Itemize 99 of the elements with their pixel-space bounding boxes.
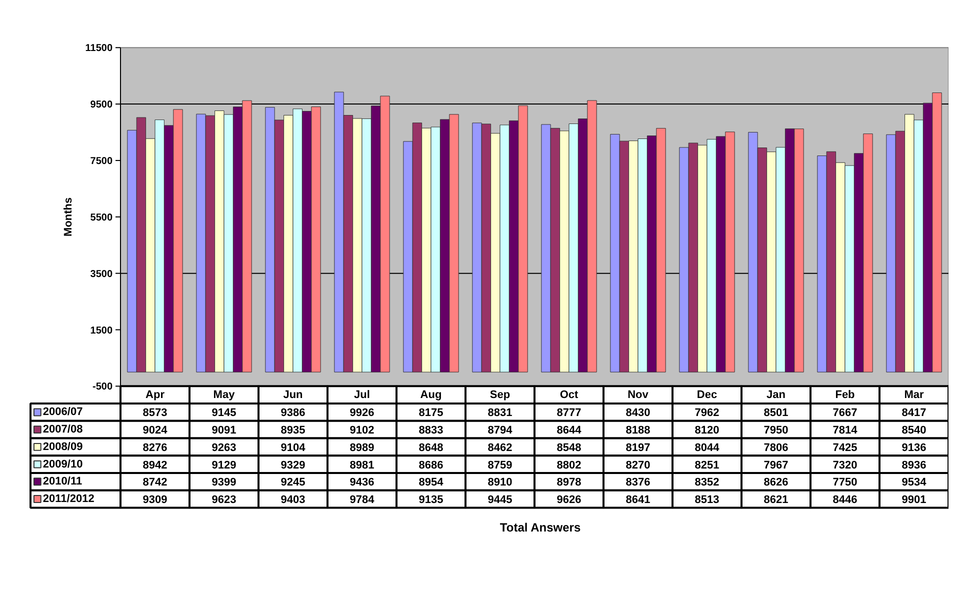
y-tick-label: -500: [92, 382, 113, 393]
x-tick-label: Feb: [835, 388, 856, 401]
data-label: 8942: [142, 459, 168, 472]
data-label: 8802: [556, 459, 582, 472]
data-label: 8989: [350, 442, 374, 454]
data-label: 8742: [142, 476, 168, 489]
data-label: 8936: [902, 459, 926, 472]
data-label: 7967: [764, 459, 788, 472]
data-label: 8794: [488, 424, 514, 437]
data-label: 8501: [764, 407, 788, 420]
data-label: 7667: [832, 407, 858, 420]
data-label: 8621: [764, 494, 788, 506]
legend-label: 2007/08: [42, 424, 83, 436]
data-label: 8446: [832, 494, 858, 506]
data-label: 9104: [280, 442, 306, 454]
data-label: 7750: [832, 476, 858, 489]
legend-label: 2009/10: [42, 458, 83, 470]
data-label: 8175: [418, 407, 444, 420]
legend-label: 2008/09: [42, 440, 83, 453]
x-tick-label: Aug: [420, 388, 442, 401]
data-label: 8188: [626, 424, 650, 437]
data-label: 8644: [556, 424, 582, 437]
y-tick-label: 9500: [90, 100, 113, 111]
y-tick-label: 11500: [85, 43, 113, 54]
data-label: 7320: [832, 459, 858, 472]
data-label: 9399: [212, 476, 236, 489]
data-label: 9901: [902, 494, 926, 506]
data-label: 8910: [488, 476, 512, 489]
data-label: 9534: [902, 476, 928, 489]
data-label: 7814: [832, 424, 858, 437]
data-label: 8044: [694, 442, 720, 454]
data-label: 9309: [142, 494, 168, 506]
data-label: 9329: [280, 459, 306, 472]
data-label: 9623: [212, 494, 236, 506]
data-label: 9386: [280, 407, 306, 420]
data-label: 9263: [212, 442, 236, 454]
data-label: 8573: [142, 407, 168, 420]
data-label: 9403: [280, 494, 306, 506]
x-tick-label: Nov: [628, 388, 650, 401]
x-tick-label: May: [213, 388, 236, 401]
data-label: 9626: [556, 494, 582, 506]
data-label: 8352: [694, 476, 720, 489]
x-tick-label: Jan: [766, 388, 786, 401]
data-label: 8935: [280, 424, 306, 437]
text: Total Answers: [500, 520, 581, 535]
x-tick-label: Jul: [354, 388, 370, 401]
y-tick-label: 5500: [90, 212, 113, 224]
y-tick-label: 7500: [90, 156, 113, 167]
data-label: 8686: [418, 459, 444, 472]
data-label: 8981: [350, 459, 374, 472]
x-tick-label: Dec: [696, 388, 718, 401]
x-tick-label: Oct: [560, 388, 579, 401]
x-tick-label: Sep: [490, 388, 510, 401]
data-label: 9245: [280, 476, 306, 489]
x-tick-label: Mar: [904, 388, 924, 401]
y-tick-label: 1500: [90, 325, 113, 336]
data-label: 7806: [764, 442, 788, 454]
data-label: 8978: [556, 476, 582, 489]
data-label: 9136: [902, 442, 926, 454]
data-label: 7962: [694, 407, 720, 420]
data-label: 8759: [488, 459, 512, 472]
data-label: 8954: [418, 476, 444, 489]
data-label: 8376: [626, 476, 650, 489]
data-label: 9445: [488, 494, 512, 506]
data-label: 8831: [488, 407, 512, 420]
data-label: 8417: [902, 407, 926, 420]
data-label: 8548: [556, 442, 582, 454]
data-label: 8270: [626, 459, 650, 472]
data-label: 8540: [902, 424, 926, 437]
data-label: 7425: [832, 442, 858, 454]
data-label: 9129: [212, 459, 236, 472]
data-label: 8626: [764, 476, 788, 489]
data-label: 9436: [350, 476, 374, 489]
legend-label: 2011/2012: [42, 493, 94, 506]
legend-label: 2010/11: [42, 476, 82, 488]
data-label: 8513: [694, 494, 720, 506]
data-label: 8641: [626, 494, 650, 506]
data-label: 8276: [142, 442, 168, 454]
data-label: 8120: [694, 424, 720, 437]
data-label: 9024: [142, 424, 168, 437]
y-axis-title: Months: [62, 197, 74, 236]
data-label: 9102: [350, 424, 374, 437]
data-label: 9135: [418, 494, 444, 506]
data-label: 9926: [350, 407, 374, 420]
data-label: 9784: [350, 494, 376, 506]
data-label: 9145: [212, 407, 236, 420]
y-tick-label: 3500: [90, 268, 113, 280]
data-label: 8197: [626, 442, 650, 454]
x-tick-label: Apr: [146, 388, 166, 401]
legend-label: 2006/07: [42, 406, 83, 418]
data-label: 8251: [694, 459, 720, 472]
data-label: 8462: [488, 442, 512, 454]
data-label: 8430: [626, 407, 650, 420]
data-label: 8777: [556, 407, 582, 420]
data-label: 7950: [764, 424, 788, 437]
x-tick-label: Jun: [283, 388, 304, 401]
data-label: 8833: [418, 424, 444, 437]
data-label: 9091: [212, 424, 236, 437]
data-label: 8648: [418, 442, 444, 454]
